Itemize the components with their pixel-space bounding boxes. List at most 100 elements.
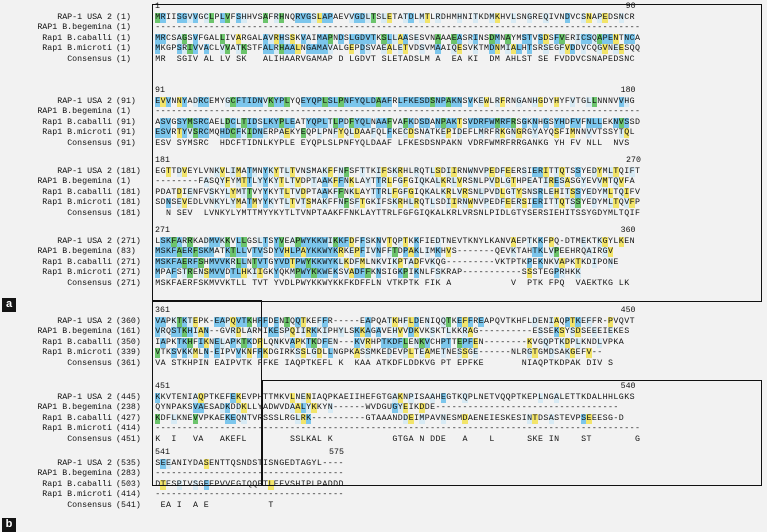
residue: E	[537, 317, 543, 326]
residue: S	[419, 393, 425, 402]
residue: D	[564, 237, 570, 246]
residue: Y	[262, 187, 269, 198]
residue: A	[295, 403, 301, 414]
residue: F	[359, 247, 366, 258]
residue: -	[192, 107, 198, 117]
residue: A	[311, 54, 317, 64]
residue: V	[505, 13, 511, 22]
residue: I	[527, 198, 533, 208]
residue: -	[209, 23, 215, 33]
residue: Q	[543, 337, 549, 348]
sequence-name: Consensus	[67, 54, 112, 64]
residue: T	[262, 237, 269, 247]
residue: Q	[440, 317, 447, 327]
residue: E	[586, 167, 592, 176]
residue: L	[613, 393, 619, 402]
residue: L	[365, 97, 371, 107]
residue: Q	[289, 13, 295, 22]
residue: R	[478, 138, 484, 148]
residue: -	[327, 23, 333, 33]
residue: R	[516, 198, 522, 209]
residue: Q	[295, 358, 301, 368]
sequence-name: Rap1 B.caballi	[42, 33, 112, 43]
residue: D	[354, 128, 360, 139]
residue: E	[586, 198, 592, 208]
residue: K	[279, 337, 285, 347]
residue: A	[176, 403, 182, 413]
residue: T	[278, 177, 285, 188]
residue: S	[305, 167, 312, 177]
residue: A	[376, 44, 382, 54]
residue: -	[160, 469, 166, 479]
residue: -	[338, 424, 344, 434]
residue: -	[230, 23, 236, 33]
residue: T	[597, 128, 603, 138]
residue: V	[155, 317, 161, 327]
residue: K	[268, 97, 274, 107]
residue: S	[608, 128, 613, 138]
residue: Q	[392, 237, 398, 246]
residue: T	[424, 167, 430, 176]
residue: -	[300, 107, 306, 117]
residue: K	[397, 268, 403, 279]
residue: T	[526, 33, 533, 44]
residue: L	[586, 97, 592, 107]
residue: T	[252, 278, 258, 288]
residue: -	[510, 424, 516, 434]
residue: L	[408, 198, 414, 209]
residue: K	[165, 348, 171, 358]
residue: E	[160, 500, 166, 510]
residue: M	[602, 167, 608, 176]
residue: F	[419, 257, 425, 267]
residue: -	[198, 424, 204, 434]
residue: T	[440, 348, 447, 359]
residue: L	[500, 187, 506, 198]
residue: F	[559, 128, 565, 138]
residue: A	[289, 54, 295, 64]
residue: Q	[279, 268, 285, 278]
residue: -	[160, 107, 166, 117]
residue: N	[209, 198, 215, 208]
residue: E	[473, 348, 479, 359]
residue: A	[597, 33, 603, 44]
sequence-position: (181)	[116, 187, 141, 197]
residue: G	[181, 33, 188, 44]
residue: P	[203, 393, 209, 402]
residue: N	[327, 128, 333, 138]
residue: M	[235, 167, 242, 177]
residue: G	[219, 327, 225, 337]
residue: E	[187, 413, 193, 423]
residue: N	[526, 413, 533, 424]
residue: K	[575, 358, 581, 368]
residue: K	[311, 257, 317, 268]
residue: K	[392, 317, 398, 327]
residue: V	[613, 317, 619, 326]
residue: I	[467, 13, 473, 22]
residue: N	[629, 237, 635, 246]
residue: V	[365, 33, 371, 44]
residue: T	[403, 257, 409, 267]
residue: T	[295, 459, 301, 468]
residue: D	[430, 434, 436, 444]
residue: A	[311, 434, 317, 444]
residue: A	[219, 434, 225, 444]
residue: S	[516, 117, 522, 127]
residue: N	[370, 117, 376, 127]
residue: I	[548, 317, 554, 327]
residue: T	[548, 198, 554, 208]
residue: K	[209, 413, 215, 423]
sequence-position: (91)	[116, 138, 136, 148]
residue: S	[273, 413, 279, 423]
residue: N	[608, 44, 613, 54]
residue: M	[602, 198, 608, 208]
residue: -	[484, 327, 490, 337]
residue: A	[629, 177, 635, 187]
residue: -	[273, 469, 279, 479]
residue: N	[607, 257, 614, 268]
residue: A	[203, 177, 209, 188]
residue: Y	[187, 459, 193, 468]
residue: V	[580, 44, 587, 55]
residue: K	[187, 348, 193, 359]
residue: E	[214, 348, 220, 359]
residue: K	[413, 403, 419, 413]
